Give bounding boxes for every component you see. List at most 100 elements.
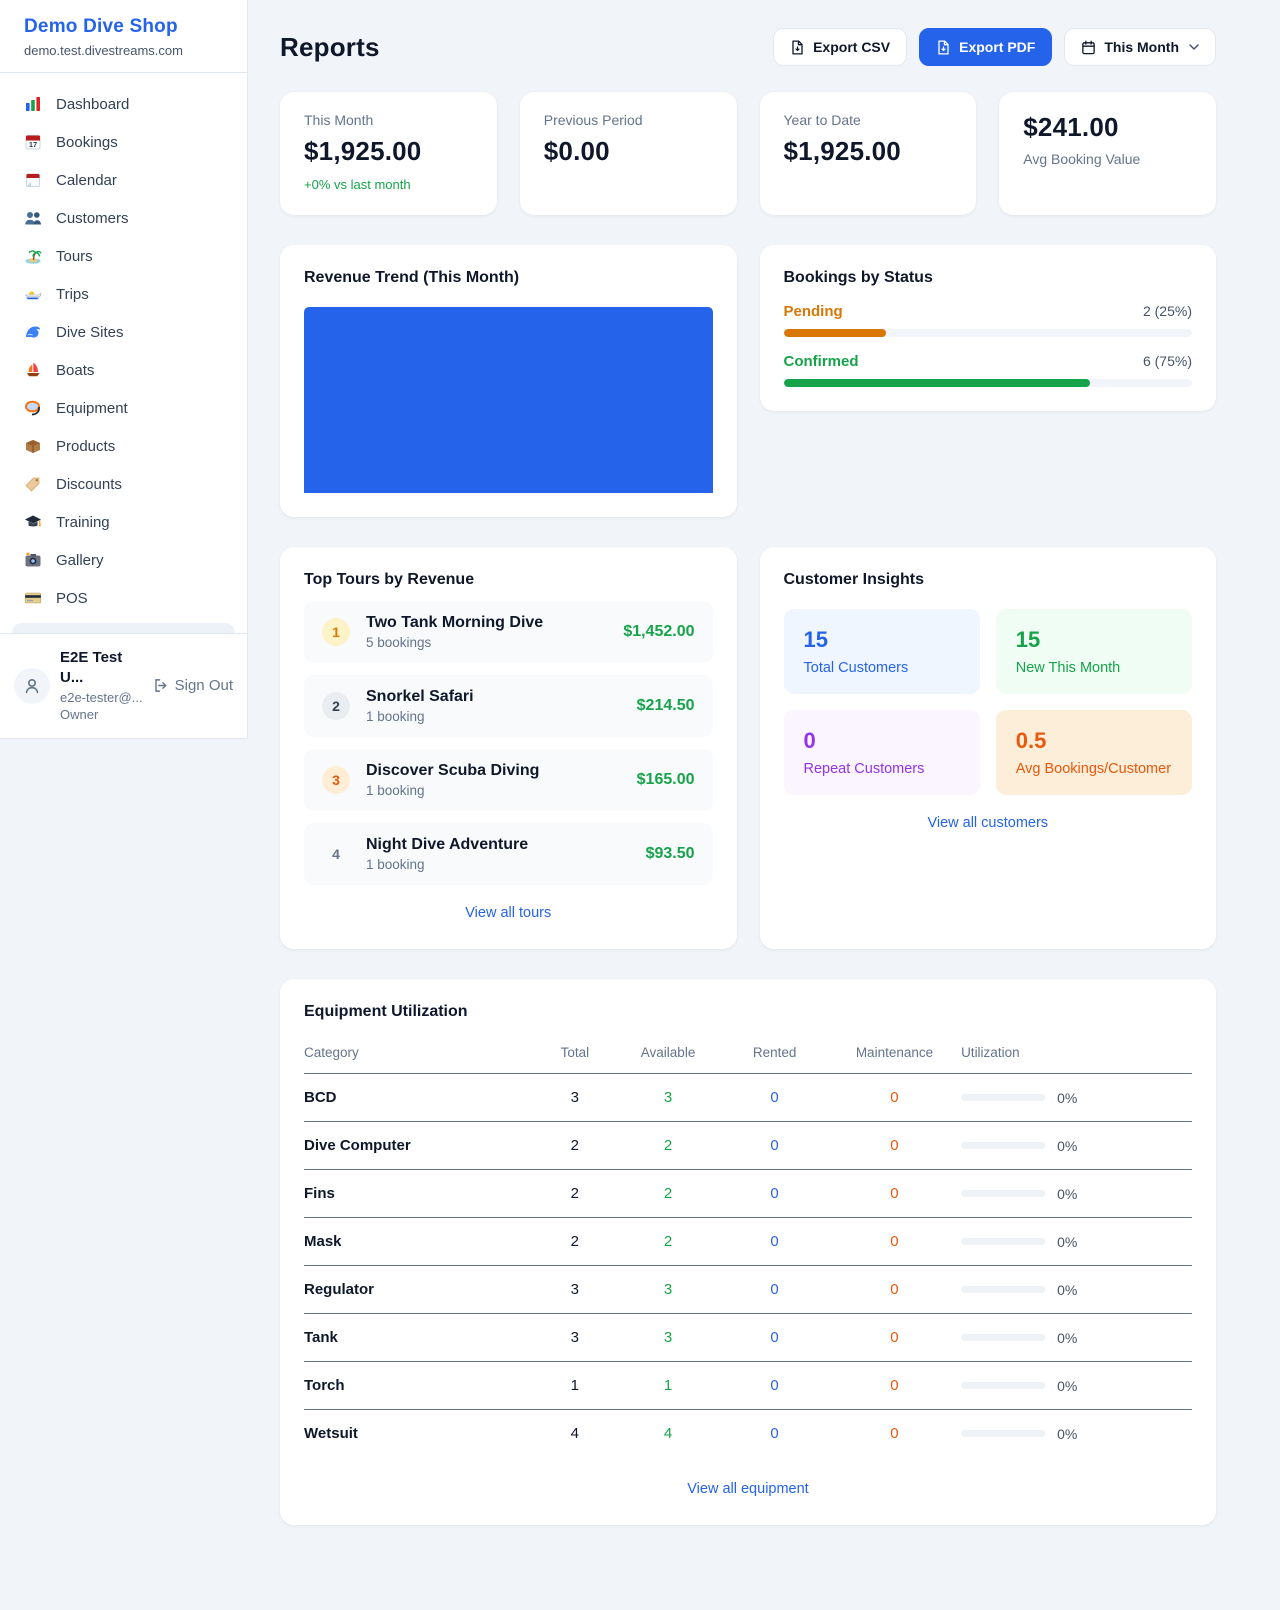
- table-row: Regulator 3 3 0 0 0%: [304, 1265, 1192, 1314]
- status-label: Confirmed: [783, 353, 859, 370]
- trips-icon: [24, 285, 42, 303]
- shop-domain: demo.test.divestreams.com: [24, 43, 183, 58]
- tour-revenue: $1,452.00: [623, 623, 695, 640]
- customers-icon: [24, 209, 42, 227]
- sidebar-user-panel: E2E Test U... e2e-tester@... Owner Sign …: [0, 633, 247, 738]
- stat-change: +0% vs last month: [304, 177, 411, 192]
- stat-label: This Month: [304, 112, 374, 128]
- sidebar-item-label: Calendar: [56, 171, 117, 189]
- table-row: Tank 3 3 0 0 0%: [304, 1313, 1192, 1362]
- cell-rented: 0: [721, 1169, 828, 1218]
- sidebar-item-tours[interactable]: Tours: [12, 237, 235, 275]
- tour-name: Night Dive Adventure: [366, 836, 529, 853]
- file-download-icon: [792, 39, 803, 55]
- cell-rented: 0: [721, 1073, 828, 1122]
- pos-icon: [24, 589, 42, 607]
- cell-total: 2: [534, 1217, 615, 1266]
- progress-fill: [783, 329, 886, 337]
- utilization-percent: 0%: [1057, 1185, 1078, 1202]
- column-header-category: Category: [304, 1031, 535, 1074]
- gallery-icon: [24, 551, 42, 569]
- utilization-percent: 0%: [1057, 1425, 1078, 1442]
- sidebar-item-equipment[interactable]: Equipment: [12, 389, 235, 427]
- insight-label: Avg Bookings/Customer: [1015, 761, 1172, 777]
- cell-rented: 0: [721, 1265, 828, 1314]
- tour-name: Two Tank Morning Dive: [366, 614, 544, 631]
- insight-value: 0.5: [1015, 728, 1047, 753]
- export-pdf-button[interactable]: Export PDF: [919, 28, 1053, 66]
- sidebar-item-label: Gallery: [56, 551, 104, 569]
- cell-utilization: 0%: [961, 1217, 1192, 1266]
- sidebar-item-reports-partial[interactable]: [12, 623, 235, 633]
- rank-badge: 1: [322, 618, 350, 646]
- bookings-icon: 17: [24, 133, 42, 151]
- top-tours-title: Top Tours by Revenue: [304, 571, 475, 588]
- cell-category: Regulator: [304, 1265, 535, 1314]
- table-row: BCD 3 3 0 0 0%: [304, 1073, 1192, 1122]
- equipment-utilization-title: Equipment Utilization: [304, 1003, 468, 1020]
- column-header-utilization: Utilization: [961, 1031, 1192, 1074]
- sidebar-nav: Dashboard 17 Bookings Calendar Customers…: [0, 73, 247, 633]
- sign-out-icon: [154, 679, 166, 693]
- view-all-equipment-link[interactable]: View all equipment: [687, 1481, 809, 1497]
- tour-row: 4 Night Dive Adventure 1 booking $93.50: [304, 823, 713, 885]
- sidebar-item-dive-sites[interactable]: Dive Sites: [12, 313, 235, 351]
- cell-maintenance: 0: [827, 1313, 962, 1362]
- cell-rented: 0: [721, 1313, 828, 1362]
- cell-available: 1: [614, 1361, 722, 1410]
- view-all-customers-link[interactable]: View all customers: [927, 815, 1049, 831]
- sidebar-item-customers[interactable]: Customers: [12, 199, 235, 237]
- tour-revenue: $93.50: [645, 845, 695, 862]
- svg-text:17: 17: [29, 140, 37, 149]
- progress-fill: [783, 379, 1090, 387]
- sidebar-item-pos[interactable]: POS: [12, 579, 235, 617]
- customer-insights-card: Customer Insights 15 Total Customers 15 …: [759, 547, 1216, 949]
- tour-revenue: $165.00: [636, 771, 695, 788]
- utilization-bar: [961, 1382, 1046, 1389]
- calendar-outline-icon: [1082, 40, 1096, 54]
- dashboard-icon: [24, 95, 42, 113]
- sidebar-item-gallery[interactable]: Gallery: [12, 541, 235, 579]
- cell-available: 2: [614, 1121, 722, 1170]
- utilization-percent: 0%: [1057, 1329, 1078, 1346]
- cell-category: Wetsuit: [304, 1425, 358, 1442]
- sidebar-item-products[interactable]: Products: [12, 427, 235, 465]
- column-header-total: Total: [534, 1031, 615, 1074]
- sidebar-item-bookings[interactable]: 17 Bookings: [12, 123, 235, 161]
- tour-row: 1 Two Tank Morning Dive 5 bookings $1,45…: [304, 601, 713, 663]
- cell-maintenance: 0: [827, 1265, 962, 1314]
- utilization-percent: 0%: [1057, 1233, 1078, 1250]
- tours-icon: [24, 247, 42, 265]
- bookings-by-status-title: Bookings by Status: [783, 269, 933, 286]
- sidebar-item-trips[interactable]: Trips: [12, 275, 235, 313]
- sidebar-item-boats[interactable]: Boats: [12, 351, 235, 389]
- tour-name: Discover Scuba Diving: [366, 762, 540, 779]
- stat-value: $1,925.00: [783, 136, 901, 166]
- period-select[interactable]: This Month: [1064, 28, 1216, 66]
- sign-out-label: Sign Out: [174, 677, 233, 695]
- view-all-tours-link[interactable]: View all tours: [465, 905, 552, 921]
- cell-utilization: 0%: [961, 1361, 1192, 1410]
- sign-out-button[interactable]: Sign Out: [153, 677, 233, 694]
- cell-total: 3: [534, 1313, 615, 1362]
- sidebar-item-calendar[interactable]: Calendar: [12, 161, 235, 199]
- utilization-percent: 0%: [1057, 1137, 1078, 1154]
- stat-value: $0.00: [543, 136, 610, 166]
- cell-total: 2: [534, 1121, 615, 1170]
- tour-name: Snorkel Safari: [366, 688, 474, 705]
- cell-available: 2: [614, 1217, 722, 1266]
- utilization-bar: [961, 1094, 1046, 1101]
- status-count: 6 (75%): [1142, 353, 1192, 369]
- sidebar-item-training[interactable]: Training: [12, 503, 235, 541]
- equipment-utilization-card: Equipment Utilization Category Total Ava…: [280, 979, 1216, 1525]
- cell-category: Fins: [304, 1169, 535, 1218]
- rank-badge: 2: [322, 692, 350, 720]
- sidebar-item-discounts[interactable]: Discounts: [12, 465, 235, 503]
- stat-card-year-to-date: Year to Date $1,925.00: [759, 92, 977, 215]
- cell-rented: 0: [721, 1121, 828, 1170]
- stat-label: Previous Period: [543, 112, 643, 128]
- boats-icon: [24, 361, 42, 379]
- sidebar-item-dashboard[interactable]: Dashboard: [12, 85, 235, 123]
- export-csv-button[interactable]: Export CSV: [773, 28, 908, 66]
- utilization-bar: [961, 1334, 1046, 1341]
